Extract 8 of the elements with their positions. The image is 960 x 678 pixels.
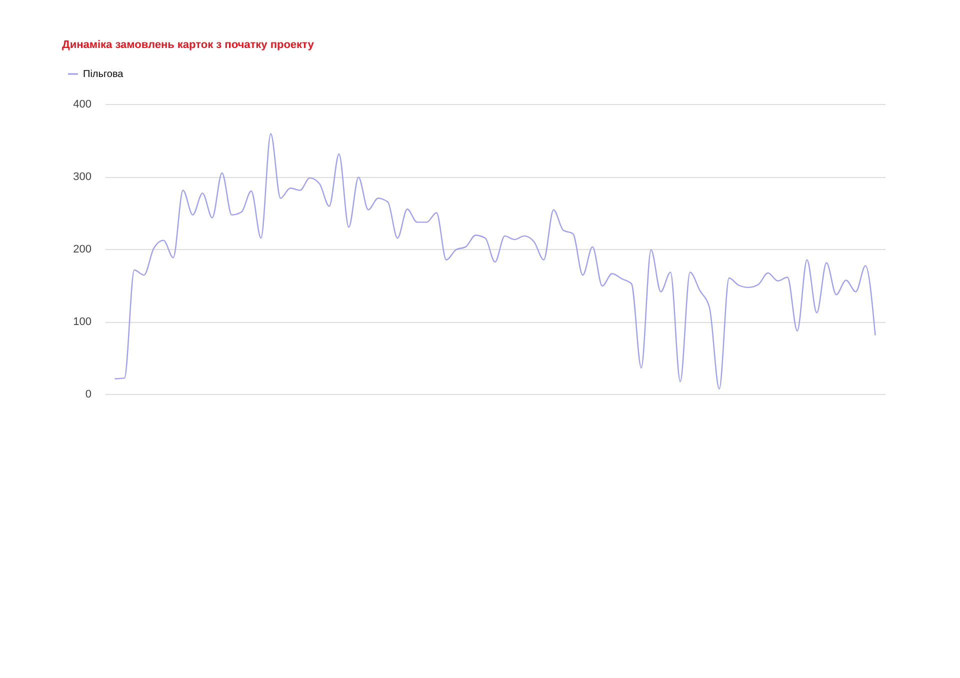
y-tick-label: 300	[73, 171, 92, 183]
legend-label: Пільгова	[83, 69, 124, 80]
y-tick-label: 0	[85, 388, 92, 400]
y-tick-label: 100	[73, 316, 92, 328]
y-tick-label: 200	[73, 244, 92, 256]
y-tick-label: 400	[73, 98, 92, 110]
chart-title: Динаміка замовлень карток з початку проекту	[62, 39, 315, 51]
line-series	[114, 133, 876, 390]
